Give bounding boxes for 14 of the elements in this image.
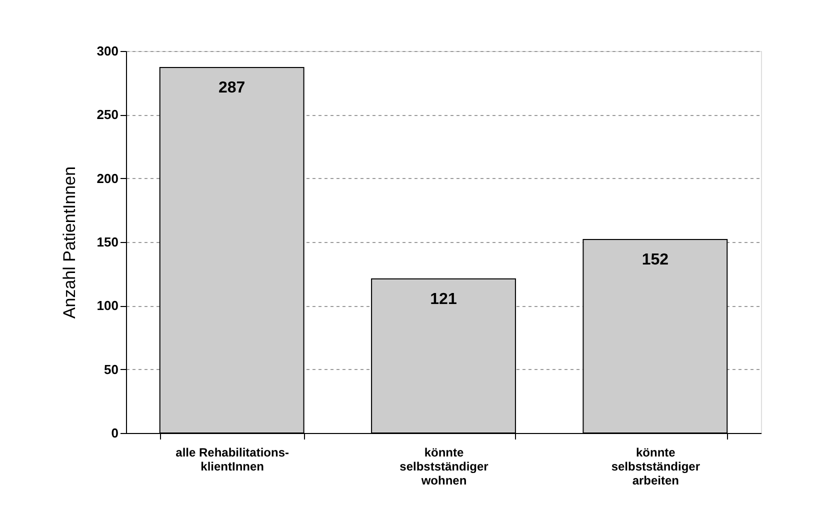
data-label: 121 [430, 290, 457, 308]
y-tick-label: 0 [111, 426, 118, 440]
data-label: 287 [218, 80, 246, 97]
x-tick-label: könnte selbstständiger wohnen [400, 446, 489, 488]
data-label: 152 [642, 251, 669, 268]
x-tick-label: könnte selbstständiger arbeiten [611, 446, 700, 488]
y-axis-title: Anzahl PatientInnen [60, 166, 79, 319]
y-tick-label: 100 [96, 298, 118, 314]
y-tick-label: 200 [96, 170, 118, 186]
y-tick-label: 250 [96, 107, 118, 122]
y-tick-label: 300 [96, 44, 118, 58]
x-tick-label: alle Rehabilitations- klientInnen [176, 446, 290, 474]
y-tick-label: 50 [104, 362, 118, 377]
y-tick-label: 150 [96, 234, 118, 250]
